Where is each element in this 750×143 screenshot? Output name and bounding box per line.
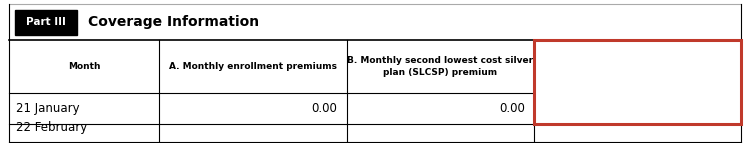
Text: 416.92: 416.92 (691, 102, 732, 115)
Text: 22 February: 22 February (16, 122, 88, 134)
Text: Part III: Part III (26, 17, 66, 27)
Bar (534, 40, 741, 124)
Text: A. Monthly enrollment premiums: A. Monthly enrollment premiums (169, 62, 337, 71)
Text: 0.00: 0.00 (500, 102, 525, 115)
Bar (15, 10, 76, 35)
Text: C. Monthly advance payment of
premium tax credit: C. Monthly advance payment of premium ta… (557, 56, 718, 77)
Text: Coverage Information: Coverage Information (88, 15, 259, 29)
Text: 21 January: 21 January (16, 102, 80, 115)
Text: B. Monthly second lowest cost silver
plan (SLCSP) premium: B. Monthly second lowest cost silver pla… (347, 56, 533, 77)
Text: 0.00: 0.00 (312, 102, 338, 115)
Text: Month: Month (68, 62, 100, 71)
